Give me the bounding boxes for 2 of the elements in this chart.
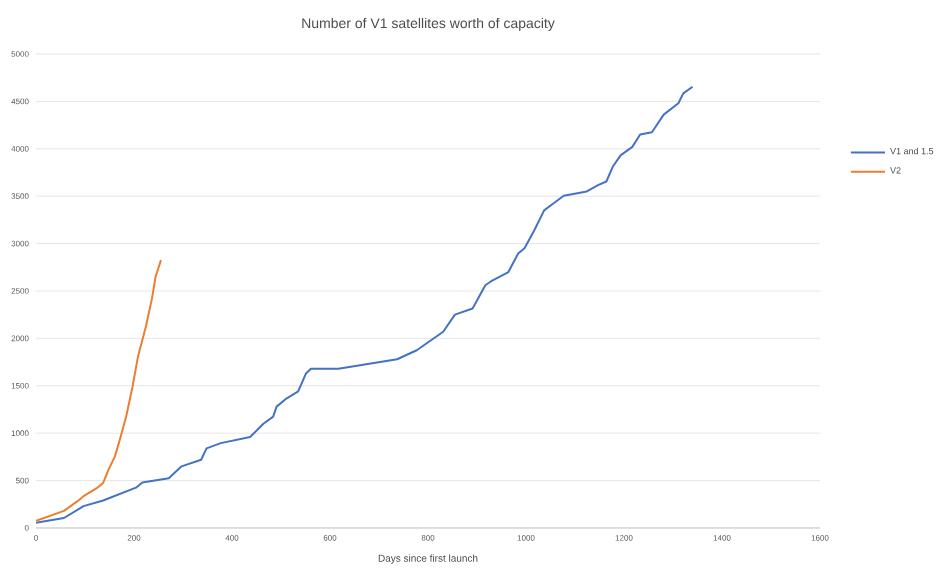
line-series xyxy=(36,259,162,522)
line-series xyxy=(36,85,694,524)
